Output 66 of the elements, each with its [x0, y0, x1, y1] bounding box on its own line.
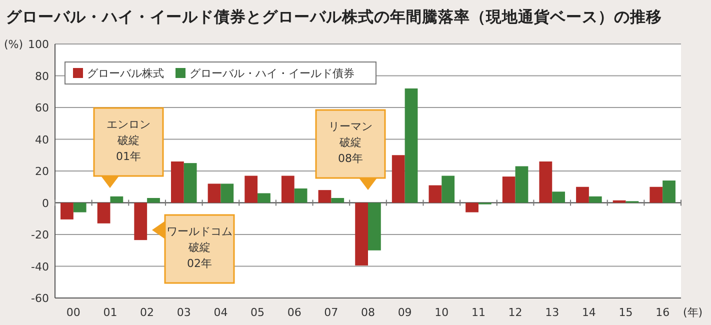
x-tick-label: 01	[103, 306, 118, 319]
bar	[428, 185, 442, 203]
bar	[147, 198, 160, 203]
legend-label: グローバル株式	[87, 67, 164, 80]
bar	[220, 184, 234, 203]
chart-title: グローバル・ハイ・イールド債券とグローバル株式の年間騰落率（現地通貨ベース）の推移	[6, 8, 662, 26]
x-tick-label: 02	[140, 306, 154, 319]
y-tick-label: -40	[31, 260, 49, 274]
bar	[258, 193, 270, 203]
x-tick-label: 07	[324, 306, 338, 319]
bar	[466, 202, 478, 212]
bar	[368, 202, 381, 250]
bar	[318, 190, 332, 203]
bar	[588, 196, 602, 203]
bar	[244, 176, 258, 203]
bar	[110, 196, 124, 203]
x-axis-title: (年)	[683, 306, 703, 319]
x-tick-label: 10	[434, 306, 449, 319]
x-tick-label: 15	[618, 306, 633, 319]
x-tick-label: 12	[508, 306, 522, 319]
bar	[650, 186, 663, 203]
bar	[60, 202, 74, 220]
annotation: リーマン破綻08年	[328, 120, 372, 165]
y-tick-label: 80	[35, 70, 49, 83]
x-tick-label: 04	[214, 306, 228, 319]
x-tick-label: 05	[250, 306, 265, 319]
y-axis-title: (%)	[4, 38, 23, 51]
bar	[502, 176, 516, 203]
bar	[662, 180, 676, 203]
bar	[331, 198, 344, 203]
bar	[73, 202, 86, 212]
bar	[294, 188, 308, 203]
y-tick-label: 0	[42, 196, 49, 210]
bar	[515, 166, 528, 203]
x-tick-label: 03	[176, 306, 191, 319]
x-tick-label: 16	[656, 306, 670, 319]
x-tick-label: 08	[361, 306, 375, 319]
y-tick-label: -20	[31, 228, 49, 242]
bar	[539, 161, 552, 203]
bar	[208, 184, 221, 203]
x-tick-label: 14	[582, 306, 596, 319]
y-tick-label: 40	[35, 133, 49, 146]
bar	[281, 176, 294, 203]
y-tick-label: -60	[31, 292, 49, 305]
y-tick-label: 100	[28, 38, 49, 51]
bar	[134, 202, 148, 240]
bar	[170, 161, 184, 203]
bar	[442, 176, 455, 203]
bar	[612, 200, 626, 203]
y-tick-label: 20	[35, 165, 49, 178]
bar	[404, 88, 418, 203]
legend-label: グローバル・ハイ・イールド債券	[190, 67, 354, 80]
x-tick-label: 09	[398, 306, 412, 319]
bar	[552, 192, 566, 203]
bar	[576, 186, 589, 203]
y-tick-label: 60	[35, 102, 49, 114]
annotation: エンロン破綻01年	[106, 118, 150, 163]
bar	[355, 202, 368, 266]
x-tick-label: 13	[545, 306, 560, 319]
x-tick-label: 11	[471, 306, 486, 319]
bar	[392, 155, 405, 203]
annotation: ワールドコム破綻02年	[166, 225, 232, 270]
x-tick-label: 00	[66, 306, 80, 319]
bar	[184, 163, 197, 203]
x-tick-label: 06	[287, 306, 302, 319]
bar	[97, 202, 110, 224]
